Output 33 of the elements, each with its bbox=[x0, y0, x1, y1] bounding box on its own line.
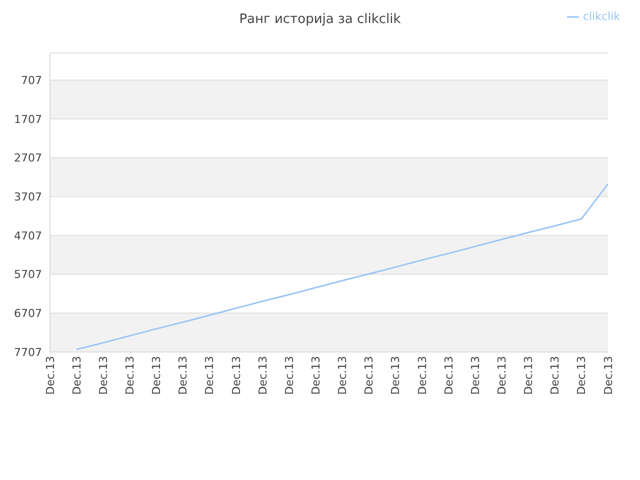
x-tick-label: Dec.13 bbox=[230, 356, 243, 395]
y-tick-label: 1707 bbox=[14, 112, 42, 126]
x-tick-label: Dec.13 bbox=[203, 356, 216, 395]
x-tick-label: Dec.13 bbox=[282, 356, 296, 395]
x-tick-label: Dec.13 bbox=[336, 356, 350, 395]
x-tick-label: Dec.13 bbox=[124, 356, 137, 395]
x-tick-label: Dec.13 bbox=[70, 356, 84, 395]
legend-label: clikclik bbox=[582, 10, 620, 23]
y-tick-label: 2707 bbox=[14, 152, 42, 165]
x-tick-label: Dec.13 bbox=[310, 356, 323, 395]
x-tick-label: Dec.13 bbox=[256, 356, 270, 395]
x-tick-label: Dec.13 bbox=[176, 356, 190, 395]
x-tick-label: Dec.13 bbox=[44, 356, 57, 395]
x-tick-label: Dec.13 bbox=[362, 356, 376, 395]
x-tick-label: Dec.13 bbox=[468, 356, 482, 395]
y-tick-label: 707 bbox=[21, 74, 42, 87]
x-tick-label: Dec.13 bbox=[96, 356, 110, 395]
y-tick-label: 3707 bbox=[14, 190, 42, 204]
x-tick-label: Dec.13 bbox=[416, 356, 429, 395]
x-tick-label: Dec.13 bbox=[442, 356, 456, 395]
x-tick-label: Dec.13 bbox=[602, 356, 615, 395]
chart-title: Ранг историја за clikclik bbox=[239, 12, 401, 27]
x-tick-label: Dec.13 bbox=[496, 356, 509, 395]
x-tick-label: Dec.13 bbox=[548, 356, 562, 395]
y-tick-label: 6707 bbox=[14, 307, 42, 320]
y-tick-label: 7707 bbox=[14, 346, 42, 359]
x-tick-label: Dec.13 bbox=[150, 356, 164, 395]
line-series bbox=[76, 183, 608, 350]
y-tick-label: 4707 bbox=[14, 229, 42, 242]
x-tick-label: Dec.13 bbox=[389, 356, 402, 395]
x-tick-label: Dec.13 bbox=[522, 356, 536, 395]
x-tick-label: Dec.13 bbox=[575, 356, 588, 395]
y-tick-label: 5707 bbox=[14, 268, 42, 282]
